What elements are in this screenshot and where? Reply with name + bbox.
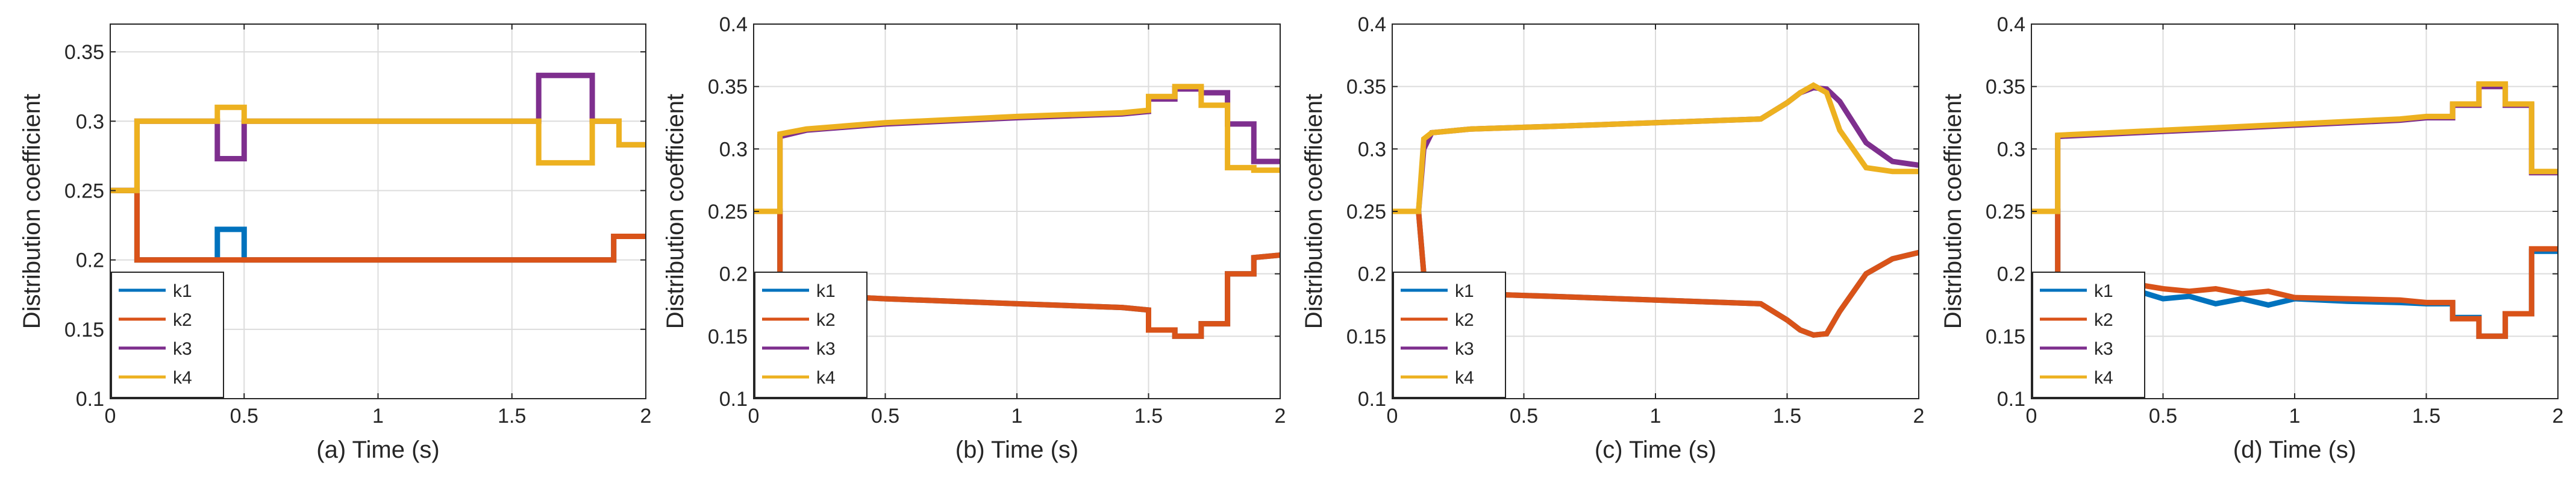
y-tick-label: 0.35 (1346, 76, 1386, 99)
legend-label-k1: k1 (816, 281, 836, 301)
y-tick-label: 0.2 (719, 263, 748, 286)
x-tick-label: 0 (748, 405, 760, 428)
legend-label-k2: k2 (2094, 310, 2113, 330)
y-axis-label: Distribution coefficient (1301, 94, 1327, 329)
legend-label-k4: k4 (1455, 368, 1474, 388)
x-tick-label: 1 (1650, 405, 1662, 428)
x-tick-label: 0.5 (230, 405, 258, 428)
y-tick-label: 0.2 (1997, 263, 2025, 286)
series-line-k4 (110, 104, 646, 193)
legend: k1 k2 k3 k4 (2032, 272, 2145, 398)
series-line-k4 (1392, 82, 1919, 214)
series-group (110, 72, 646, 263)
legend-label-k1: k1 (2094, 281, 2113, 301)
x-tick-label: 1.5 (498, 405, 526, 428)
y-tick-label: 0.3 (1997, 138, 2025, 161)
x-tick-label: 0 (2026, 405, 2037, 428)
y-tick-label: 0.3 (1358, 138, 1386, 161)
y-tick-label: 0.1 (719, 388, 748, 411)
y-tick-label: 0.1 (76, 388, 104, 411)
x-axis-label: (c) Time (s) (1595, 437, 1716, 463)
x-tick-label: 0.5 (871, 405, 899, 428)
x-tick-label: 1 (372, 405, 384, 428)
x-tick-label: 0.5 (2149, 405, 2177, 428)
y-tick-label: 0.4 (1997, 13, 2025, 36)
y-tick-label: 0.25 (708, 201, 748, 223)
series-line-k4 (754, 84, 1280, 214)
x-tick-label: 1 (2289, 405, 2301, 428)
y-tick-label: 0.2 (76, 249, 104, 272)
y-tick-label: 0.15 (64, 319, 104, 341)
y-axis-label: Distribution coefficient (1940, 94, 1966, 329)
legend: k1 k2 k3 k4 (1393, 272, 1506, 398)
x-tick-label: 2 (640, 405, 652, 428)
legend-label-k3: k3 (816, 339, 836, 359)
x-tick-label: 0 (1387, 405, 1398, 428)
x-axis-label: (d) Time (s) (2233, 437, 2356, 463)
legend-label-k1: k1 (1455, 281, 1474, 301)
legend: k1 k2 k3 k4 (754, 272, 868, 398)
y-tick-label: 0.1 (1997, 388, 2025, 411)
x-axis-label: (a) Time (s) (316, 437, 439, 463)
y-tick-label: 0.4 (1358, 13, 1386, 36)
y-tick-label: 0.25 (1986, 201, 2025, 223)
y-tick-label: 0.35 (64, 41, 104, 64)
y-tick-label: 0.15 (1986, 325, 2025, 348)
y-tick-label: 0.15 (1346, 325, 1386, 348)
legend-label-k2: k2 (1455, 310, 1474, 330)
legend-label-k4: k4 (173, 368, 192, 388)
x-axis-label: (b) Time (s) (955, 437, 1078, 463)
series-line-k4 (2031, 81, 2558, 214)
y-tick-label: 0.3 (719, 138, 748, 161)
legend-label-k3: k3 (173, 339, 192, 359)
x-tick-label: 1.5 (2412, 405, 2440, 428)
x-tick-label: 2 (1275, 405, 1286, 428)
chart-panel-2: 0 0.5 1 1.5 2 0.1 0.15 0.2 0.25 0.3 0.35 0.4 (c) Tim… (1301, 13, 1924, 463)
legend-label-k2: k2 (816, 310, 836, 330)
x-tick-label: 2 (2553, 405, 2564, 428)
legend-label-k1: k1 (173, 281, 192, 301)
x-tick-label: 1.5 (1134, 405, 1163, 428)
x-tick-label: 1.5 (1773, 405, 1801, 428)
x-tick-label: 2 (1913, 405, 1925, 428)
y-tick-label: 0.25 (1346, 201, 1386, 223)
chart-panel-3: 0 0.5 1 1.5 2 0.1 0.15 0.2 0.25 0.3 0.35 0.4 (d) Tim… (1940, 13, 2563, 463)
legend: k1 k2 k3 k4 (111, 272, 224, 398)
legend-label-k4: k4 (2094, 368, 2113, 388)
legend-label-k3: k3 (2094, 339, 2113, 359)
y-tick-label: 0.1 (1358, 388, 1386, 411)
x-tick-label: 0 (105, 405, 116, 428)
y-tick-label: 0.3 (76, 110, 104, 133)
chart-panel-0: 0 0.5 1 1.5 2 0.1 0.15 0.2 0.25 0.3 0.35 (a) Time (… (19, 23, 652, 463)
y-axis-label: Distribution coefficient (662, 94, 689, 329)
y-tick-label: 0.35 (1986, 76, 2025, 99)
y-tick-label: 0.2 (1358, 263, 1386, 286)
y-tick-label: 0.25 (64, 179, 104, 202)
legend-label-k3: k3 (1455, 339, 1474, 359)
chart-panel-1: 0 0.5 1 1.5 2 0.1 0.15 0.2 0.25 0.3 0.35 0.4 (b) Tim… (662, 13, 1286, 463)
y-tick-label: 0.4 (719, 13, 748, 36)
y-tick-label: 0.15 (708, 325, 748, 348)
x-tick-label: 1 (1011, 405, 1023, 428)
legend-label-k2: k2 (173, 310, 192, 330)
x-tick-label: 0.5 (1510, 405, 1538, 428)
legend-label-k4: k4 (816, 368, 836, 388)
y-tick-label: 0.35 (708, 76, 748, 99)
y-axis-label: Distribution coefficient (19, 94, 45, 329)
